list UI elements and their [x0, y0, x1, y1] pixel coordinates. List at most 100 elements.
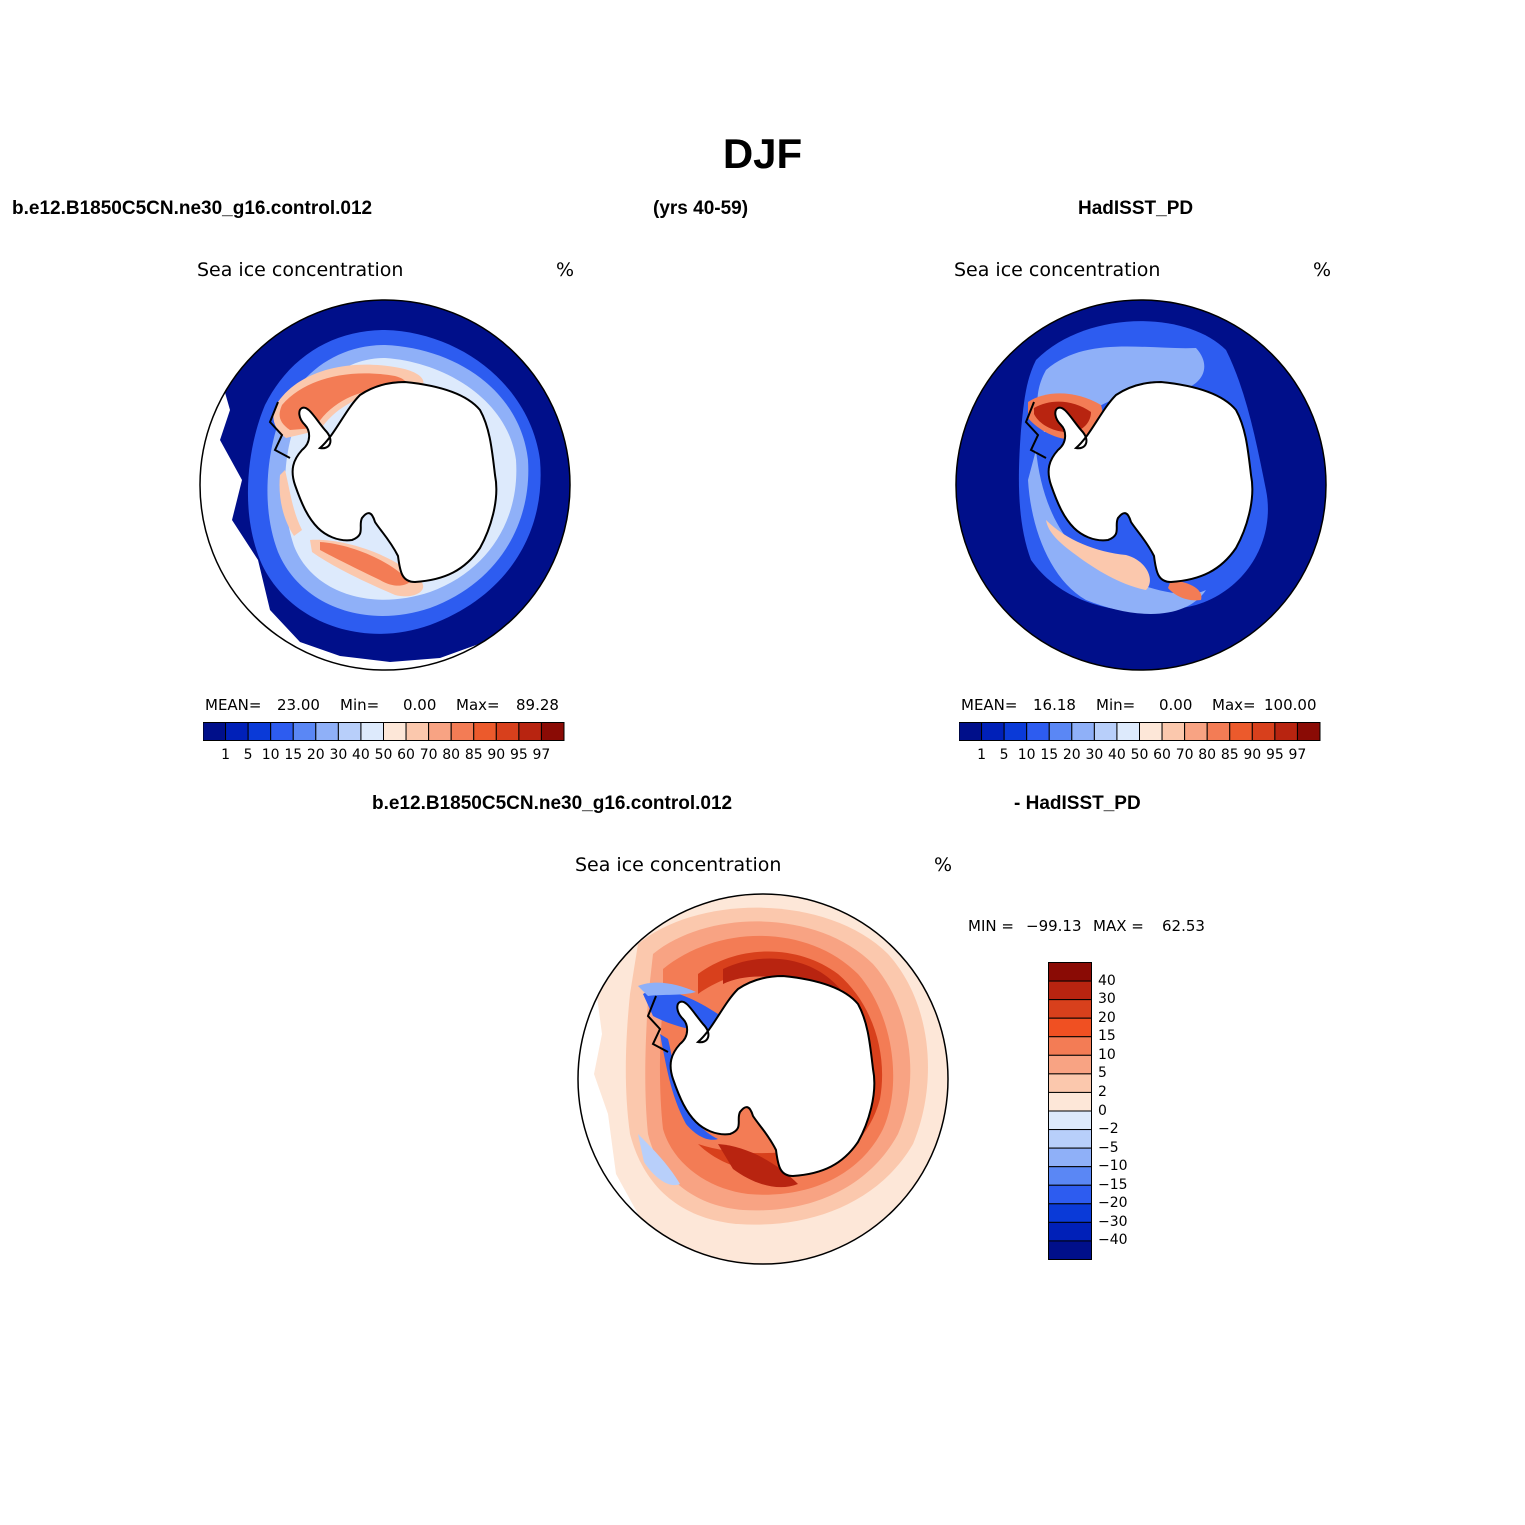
colorbar-tick-label: 70	[419, 747, 438, 763]
colorbar-swatch	[1071, 722, 1095, 741]
colorbar-tick-label: 90	[487, 747, 506, 763]
model-min-value: 0.00	[403, 696, 437, 714]
colorbar-tick-label: 15	[284, 747, 303, 763]
obs-min-value: 0.00	[1159, 696, 1193, 714]
colorbar-swatch	[1116, 722, 1141, 741]
obs-mean-label: MEAN=	[961, 696, 1018, 714]
colorbar-tick-label: 40	[352, 747, 370, 763]
colorbar-swatch	[1048, 1129, 1092, 1149]
colorbar-tick-label: −30	[1098, 1213, 1128, 1230]
colorbar-tick-label: 70	[1175, 747, 1194, 763]
colorbar-swatch	[383, 722, 407, 741]
diff-case-header: b.e12.B1850C5CN.ne30_g16.control.012	[372, 793, 733, 814]
colorbar-swatch	[981, 722, 1005, 741]
colorbar-tick-label: 80	[442, 747, 461, 763]
colorbar-tick-label: 50	[374, 747, 393, 763]
colorbar-tick-label: 5	[1098, 1065, 1107, 1082]
colorbar-swatch	[1048, 1240, 1092, 1261]
colorbar-tick-label: 40	[1108, 747, 1126, 763]
obs-mean-value: 16.18	[1033, 696, 1076, 714]
colorbar-swatch	[1274, 722, 1298, 741]
colorbar-swatch	[1003, 722, 1028, 741]
colorbar-tick-label: −40	[1098, 1232, 1128, 1249]
colorbar-tick-label: 90	[1243, 747, 1262, 763]
colorbar-tick-label: 85	[464, 747, 483, 763]
obs-units: %	[1313, 259, 1332, 281]
colorbar-swatch	[270, 722, 294, 741]
colorbar-swatch	[1048, 1166, 1092, 1186]
colorbar-swatch	[518, 722, 542, 741]
colorbar-tick-label: 0	[1098, 1102, 1107, 1119]
colorbar-swatch	[405, 722, 430, 741]
colorbar-swatch	[225, 722, 249, 741]
diff-plot-title: Sea ice concentration	[575, 854, 782, 876]
colorbar-tick-label: 97	[1288, 747, 1307, 763]
colorbar-swatch	[1048, 980, 1092, 1001]
diff-max-value: 62.53	[1162, 917, 1205, 935]
colorbar-tick-label: 60	[1153, 747, 1171, 763]
colorbar-tick-label: 30	[1098, 991, 1116, 1008]
obs-min-label: Min=	[1096, 696, 1136, 714]
colorbar-swatch	[1048, 1221, 1092, 1242]
colorbar-tick-label: 1	[221, 747, 231, 763]
diff-min-label: MIN =	[968, 917, 1014, 935]
colorbar-tick-label: 80	[1198, 747, 1217, 763]
model-polar-map	[199, 299, 571, 671]
model-max-label: Max=	[456, 696, 500, 714]
colorbar-tick-label: 95	[1265, 747, 1284, 763]
colorbar-swatch	[495, 722, 520, 741]
colorbar-swatch	[1048, 722, 1073, 741]
colorbar-swatch	[540, 722, 565, 741]
colorbar-tick-label: 85	[1220, 747, 1239, 763]
colorbar-tick-label: 10	[1017, 747, 1036, 763]
colorbar-swatch	[1048, 999, 1092, 1019]
colorbar-swatch	[1229, 722, 1253, 741]
colorbar-swatch	[1093, 722, 1118, 741]
diff-obs-header: - HadISST_PD	[1014, 793, 1141, 814]
colorbar-swatch	[1026, 722, 1050, 741]
colorbar-swatch	[1048, 1054, 1092, 1075]
model-max-value: 89.28	[516, 696, 559, 714]
colorbar-tick-label: 5	[999, 747, 1009, 763]
colorbar-swatch	[1048, 1110, 1092, 1131]
model-plot-title: Sea ice concentration	[197, 259, 404, 281]
colorbar-tick-label: −5	[1098, 1139, 1119, 1156]
colorbar-tick-label: 10	[261, 747, 280, 763]
obs-colorbar	[959, 722, 1321, 741]
obs-polar-map	[955, 299, 1327, 671]
colorbar-swatch	[1251, 722, 1276, 741]
colorbar-swatch	[1048, 1203, 1092, 1223]
colorbar-swatch	[1206, 722, 1231, 741]
years-header: (yrs 40-59)	[653, 198, 749, 219]
colorbar-tick-label: 15	[1040, 747, 1059, 763]
model-mean-value: 23.00	[277, 696, 320, 714]
colorbar-swatch	[203, 722, 227, 741]
colorbar-swatch	[473, 722, 497, 741]
colorbar-tick-label: 30	[1085, 747, 1104, 763]
colorbar-swatch	[959, 722, 983, 741]
colorbar-swatch	[1184, 722, 1208, 741]
colorbar-swatch	[1048, 1073, 1092, 1093]
colorbar-tick-label: 40	[1098, 972, 1116, 989]
obs-plot-title: Sea ice concentration	[954, 259, 1161, 281]
colorbar-swatch	[1139, 722, 1163, 741]
colorbar-swatch	[1296, 722, 1321, 741]
colorbar-tick-label: 20	[1098, 1009, 1116, 1026]
diff-min-value: −99.13	[1026, 917, 1082, 935]
model-colorbar	[203, 722, 565, 741]
colorbar-swatch	[360, 722, 385, 741]
obs-max-value: 100.00	[1264, 696, 1317, 714]
colorbar-tick-label: 10	[1098, 1046, 1116, 1063]
colorbar-tick-label: 5	[243, 747, 253, 763]
obs-name-header: HadISST_PD	[1078, 198, 1194, 219]
colorbar-tick-label: 20	[1062, 747, 1081, 763]
colorbar-tick-label: 50	[1130, 747, 1149, 763]
colorbar-tick-label: 2	[1098, 1083, 1107, 1100]
model-min-label: Min=	[340, 696, 380, 714]
colorbar-tick-label: 97	[532, 747, 551, 763]
diff-colorbar	[1048, 962, 1092, 1261]
colorbar-tick-label: 95	[509, 747, 528, 763]
colorbar-swatch	[450, 722, 475, 741]
colorbar-swatch	[1048, 1184, 1092, 1205]
colorbar-tick-label: −2	[1098, 1121, 1119, 1138]
